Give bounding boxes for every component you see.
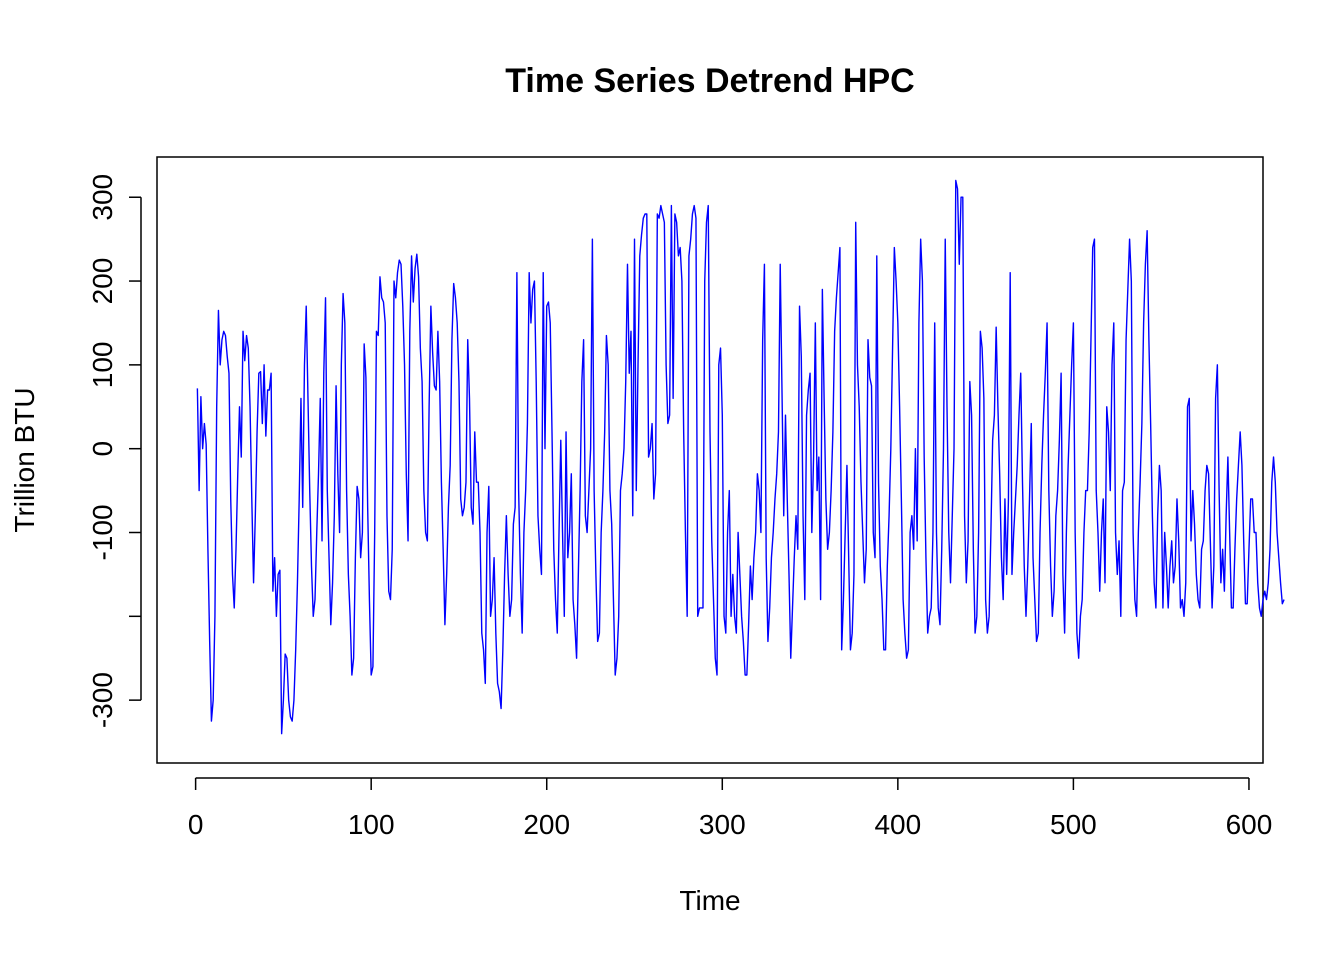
x-tick-label: 0 <box>188 809 204 840</box>
x-tick-label: 400 <box>874 809 921 840</box>
x-tick-label: 300 <box>699 809 746 840</box>
y-tick-label: 300 <box>87 174 118 221</box>
x-axis: 0 100 200 300 400 500 600 <box>188 777 1273 840</box>
y-tick-label: -100 <box>87 504 118 560</box>
x-tick-label: 600 <box>1226 809 1273 840</box>
plot-frame <box>156 156 1264 764</box>
series-line <box>196 179 1285 735</box>
x-axis-label: Time <box>679 885 740 916</box>
y-axis-label: Trillion BTU <box>9 387 40 532</box>
chart-title: Time Series Detrend HPC <box>505 62 914 100</box>
x-tick-label: 200 <box>523 809 570 840</box>
x-tick-label: 100 <box>348 809 395 840</box>
y-tick-label: 0 <box>87 441 118 457</box>
x-tick-label: 500 <box>1050 809 1097 840</box>
y-tick-label: -300 <box>87 672 118 728</box>
series-layer <box>196 179 1285 735</box>
y-tick-label: 200 <box>87 258 118 305</box>
y-axis: -300 -100 0 100 200 300 <box>87 174 142 728</box>
y-tick-label: 100 <box>87 342 118 389</box>
